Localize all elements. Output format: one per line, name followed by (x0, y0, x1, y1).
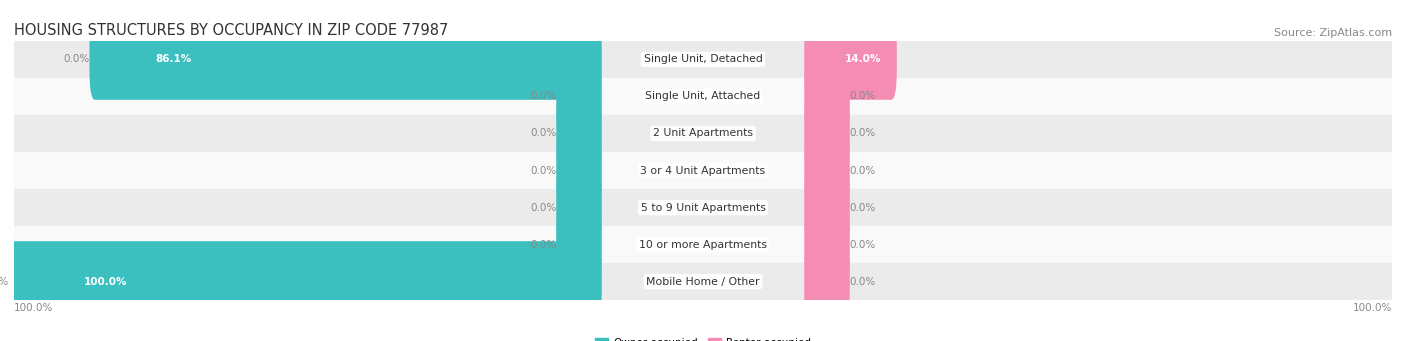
Text: 5 to 9 Unit Apartments: 5 to 9 Unit Apartments (641, 203, 765, 212)
FancyBboxPatch shape (8, 241, 602, 322)
Text: 0.0%: 0.0% (849, 277, 876, 286)
Bar (14, 41, 1392, 78)
FancyBboxPatch shape (557, 130, 602, 211)
Text: 2 Unit Apartments: 2 Unit Apartments (652, 129, 754, 138)
FancyBboxPatch shape (557, 167, 602, 248)
FancyBboxPatch shape (804, 241, 849, 322)
Text: 0.0%: 0.0% (530, 203, 557, 212)
Text: 0.0%: 0.0% (849, 165, 876, 176)
Text: Single Unit, Detached: Single Unit, Detached (644, 55, 762, 64)
Text: 0.0%: 0.0% (530, 165, 557, 176)
Text: 0.0%: 0.0% (530, 129, 557, 138)
Text: 0.0%: 0.0% (849, 129, 876, 138)
Text: 10 or more Apartments: 10 or more Apartments (638, 239, 768, 250)
FancyBboxPatch shape (804, 19, 897, 100)
FancyBboxPatch shape (804, 204, 849, 285)
Text: 0.0%: 0.0% (63, 55, 90, 64)
Text: 0.0%: 0.0% (849, 239, 876, 250)
Text: Mobile Home / Other: Mobile Home / Other (647, 277, 759, 286)
Bar (14, 226, 1392, 263)
Text: 0.0%: 0.0% (530, 239, 557, 250)
FancyBboxPatch shape (804, 93, 849, 174)
Bar (14, 189, 1392, 226)
FancyBboxPatch shape (557, 204, 602, 285)
Bar (14, 263, 1392, 300)
Text: 0.0%: 0.0% (849, 203, 876, 212)
Text: HOUSING STRUCTURES BY OCCUPANCY IN ZIP CODE 77987: HOUSING STRUCTURES BY OCCUPANCY IN ZIP C… (14, 23, 449, 38)
Bar (14, 115, 1392, 152)
Legend: Owner-occupied, Renter-occupied: Owner-occupied, Renter-occupied (591, 333, 815, 341)
FancyBboxPatch shape (557, 93, 602, 174)
Text: Single Unit, Attached: Single Unit, Attached (645, 91, 761, 102)
Text: Source: ZipAtlas.com: Source: ZipAtlas.com (1274, 28, 1392, 38)
Text: 100.0%: 100.0% (1353, 303, 1392, 313)
FancyBboxPatch shape (804, 56, 849, 137)
Text: 14.0%: 14.0% (845, 55, 882, 64)
Text: 86.1%: 86.1% (155, 55, 191, 64)
FancyBboxPatch shape (804, 130, 849, 211)
Text: 0.0%: 0.0% (530, 91, 557, 102)
FancyBboxPatch shape (804, 167, 849, 248)
FancyBboxPatch shape (557, 56, 602, 137)
Text: 100.0%: 100.0% (84, 277, 128, 286)
Bar (14, 152, 1392, 189)
Bar (14, 78, 1392, 115)
Text: 3 or 4 Unit Apartments: 3 or 4 Unit Apartments (641, 165, 765, 176)
Text: 0.0%: 0.0% (849, 91, 876, 102)
Text: 100.0%: 100.0% (14, 303, 53, 313)
Text: 0.0%: 0.0% (0, 277, 8, 286)
FancyBboxPatch shape (90, 19, 602, 100)
